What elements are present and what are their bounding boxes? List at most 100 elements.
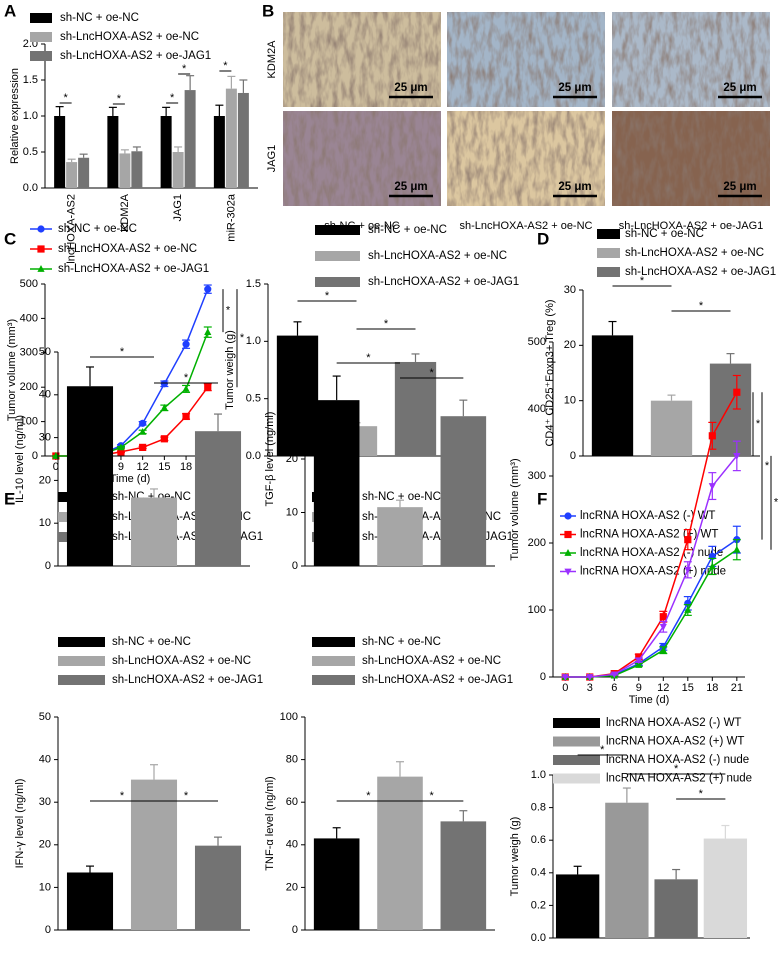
legend-label: sh-LncHOXA-AS2 + oe-NC <box>368 250 507 262</box>
marker <box>659 646 667 654</box>
y-tick-label: 40 <box>39 754 51 766</box>
marker <box>635 660 643 668</box>
y-tick-label: 10 <box>39 517 51 529</box>
significance-star: * <box>384 318 389 330</box>
legend-marker <box>564 512 572 520</box>
legend-marker <box>37 225 45 233</box>
bar <box>130 497 178 566</box>
y-axis-label: Tumor weigh (g) <box>509 817 521 897</box>
bar <box>54 116 66 188</box>
row-label: KDM2A <box>266 40 278 79</box>
y-tick-label: 10 <box>564 395 576 407</box>
legend-label: sh-LncHOXA-AS2 + oe-NC <box>625 247 764 259</box>
legend-label: sh-LncHOXA-AS2 + oe-JAG1 <box>112 674 263 686</box>
y-tick-label: 20 <box>286 453 298 465</box>
y-tick-label: 1.0 <box>246 335 261 347</box>
micrograph-texture <box>612 12 770 107</box>
legend-label: sh-LncHOXA-AS2 + oe-NC <box>58 243 197 255</box>
panel-label: B <box>262 1 274 20</box>
bar <box>78 157 90 188</box>
y-tick-label: 0 <box>45 924 51 936</box>
legend-swatch <box>553 718 600 728</box>
y-tick-label: 0.5 <box>23 146 38 158</box>
significance-star: * <box>430 790 435 802</box>
y-axis-label: IL-10 level (ng/ml) <box>14 415 26 503</box>
legend-label: lncRNA HOXA-AS2 (+) nude <box>606 773 752 785</box>
legend-swatch <box>312 637 355 647</box>
legend-swatch <box>30 51 52 61</box>
legend-label: lncRNA HOXA-AS2 (-) nude <box>580 547 723 559</box>
marker <box>160 435 168 443</box>
y-tick-label: 0 <box>45 560 51 572</box>
x-tick-label: 0 <box>562 682 568 694</box>
x-tick-label: 12 <box>657 682 669 694</box>
legend-label: lncRNA HOXA-AS2 (-) WT <box>606 717 741 729</box>
x-tick-label: 15 <box>158 461 170 473</box>
y-axis-label: IFN-γ level (ng/ml) <box>14 779 26 869</box>
bar <box>66 162 78 188</box>
y-tick-label: 0.6 <box>531 834 546 846</box>
panel-label: A <box>4 1 16 20</box>
significance-star: * <box>120 346 125 358</box>
significance-star: * <box>699 300 704 312</box>
bar <box>703 838 748 938</box>
marker <box>635 653 643 661</box>
x-tick-label: 15 <box>682 682 694 694</box>
legend-swatch <box>553 736 600 747</box>
legend-swatch <box>30 32 52 42</box>
marker <box>684 606 692 613</box>
bar <box>605 802 649 938</box>
bar <box>313 400 360 566</box>
legend-label: sh-LncHOXA-AS2 + oe-NC <box>112 655 251 667</box>
y-tick-label: 30 <box>39 432 51 444</box>
marker <box>708 562 716 570</box>
y-axis-label: TNF-α level (ng/ml) <box>264 776 276 870</box>
legend-label: sh-NC + oe-NC <box>112 636 191 648</box>
marker <box>635 657 643 665</box>
y-tick-label: 0.0 <box>23 182 38 194</box>
y-tick-label: 40 <box>39 389 51 401</box>
column-label: sh-LncHOXA-AS2 + oe-NC <box>460 220 593 232</box>
legend-label: sh-LncHOXA-AS2 + oe-JAG1 <box>58 263 209 275</box>
bar <box>194 431 242 566</box>
y-tick-label: 10 <box>286 506 298 518</box>
marker <box>659 623 667 631</box>
y-axis-label: TGF-β level (ng/ml) <box>264 412 276 507</box>
y-tick-label: 50 <box>39 711 51 723</box>
legend-swatch <box>315 251 360 261</box>
significance-star: * <box>325 290 330 302</box>
y-axis-label: Tumor volume (mm³) <box>509 458 521 560</box>
significance-star: * <box>640 275 645 287</box>
y-tick-label: 0 <box>540 671 546 683</box>
y-tick-label: 20 <box>39 474 51 486</box>
bar <box>555 874 600 938</box>
significance-star: * <box>756 418 761 430</box>
marker <box>708 432 716 440</box>
significance-star: * <box>184 790 189 802</box>
legend-label: lncRNA HOXA-AS2 (+) WT <box>606 736 744 748</box>
bar <box>130 779 178 930</box>
panel-label: F <box>537 489 547 508</box>
bar <box>107 116 119 188</box>
significance-star: * <box>600 744 605 756</box>
y-tick-label: 200 <box>528 537 546 549</box>
marker <box>733 545 741 553</box>
bar <box>119 153 131 188</box>
legend-label: lncRNA HOXA-AS2 (-) WT <box>580 510 715 522</box>
y-tick-label: 0 <box>570 450 576 462</box>
x-tick-label: 3 <box>587 682 593 694</box>
y-tick-label: 0.8 <box>531 802 546 814</box>
legend-label: sh-NC + oe-NC <box>625 228 704 240</box>
bar <box>709 363 752 456</box>
bar <box>276 335 319 456</box>
legend-swatch <box>315 225 360 235</box>
bar <box>313 838 360 930</box>
marker <box>586 674 594 681</box>
y-tick-label: 100 <box>20 416 38 428</box>
legend-swatch <box>312 675 355 685</box>
legend-marker <box>564 568 572 576</box>
marker <box>659 613 667 621</box>
legend-label: sh-NC + oe-NC <box>368 224 447 236</box>
marker <box>182 412 190 421</box>
